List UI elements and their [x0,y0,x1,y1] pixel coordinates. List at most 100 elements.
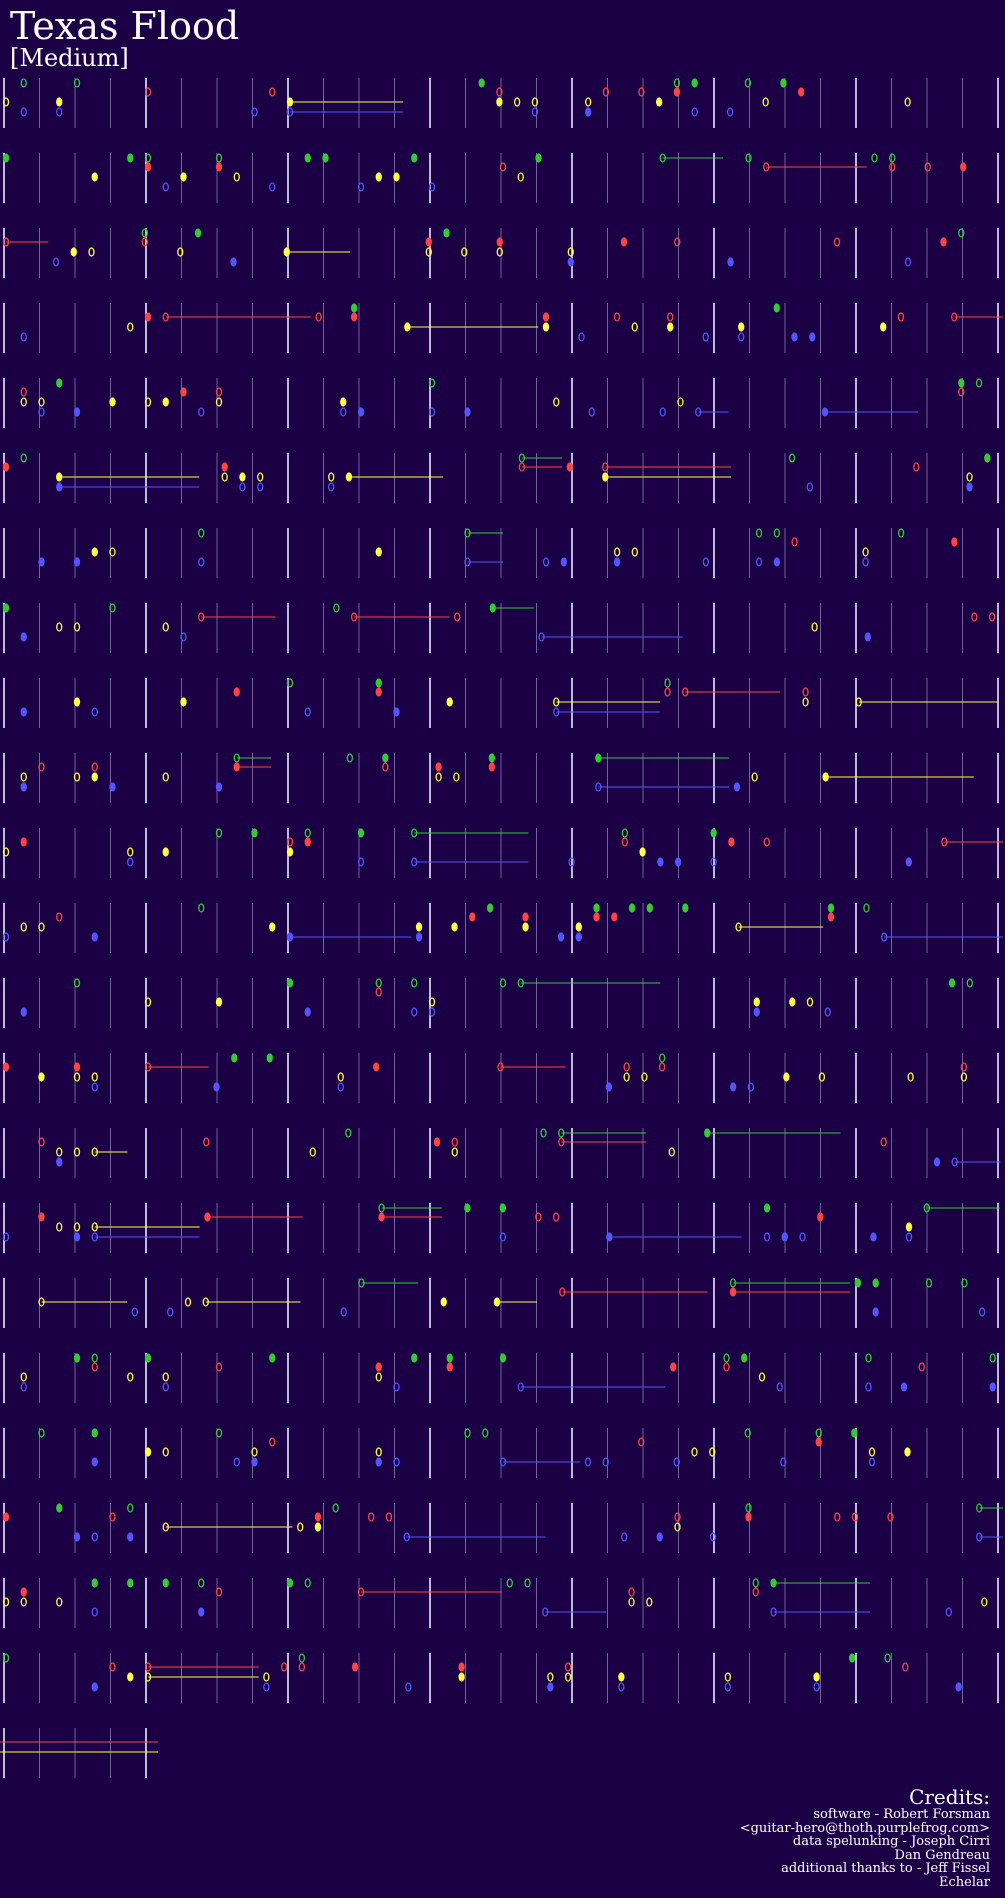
note [464,1203,471,1213]
note [593,912,600,922]
note [560,557,567,567]
note [763,1232,771,1242]
note [375,1362,382,1372]
note [375,1372,382,1382]
note [791,537,798,547]
note [251,107,258,117]
note [568,857,575,867]
note [251,1447,258,1457]
note [184,1297,192,1307]
note [304,837,311,847]
note [802,697,809,707]
note [958,378,965,388]
note [375,687,382,697]
note [411,1353,418,1363]
note [976,1503,983,1513]
note [350,303,358,313]
note [269,182,276,192]
note [741,1353,748,1363]
note [162,847,169,857]
note [2,603,10,613]
note [304,707,311,717]
note [375,978,382,988]
note [286,97,294,107]
note [461,247,468,257]
note [960,162,967,172]
note [763,162,770,172]
note [745,153,752,163]
note [567,257,574,267]
note [762,97,769,107]
note [905,1232,913,1242]
note [975,378,983,388]
note [791,332,798,342]
note [958,228,965,238]
note [815,1437,822,1447]
note [127,857,134,867]
note [415,932,423,942]
note [904,257,912,267]
note [131,1307,138,1317]
note [70,247,77,257]
note [522,922,529,932]
note [691,107,698,117]
note [464,528,471,538]
note [518,462,526,472]
note [631,547,638,557]
note [20,922,27,932]
note [91,772,98,782]
note [907,1072,914,1082]
note [566,462,573,472]
note [20,78,27,88]
note [127,1532,134,1542]
note [758,1372,766,1382]
note [346,753,354,763]
note [887,1512,894,1522]
note [951,312,958,322]
note [162,1382,169,1392]
note [763,837,771,847]
note [215,387,223,397]
note [948,978,956,988]
note [162,622,169,632]
note [623,1062,630,1072]
note [56,472,63,482]
note [73,1532,81,1542]
note [641,1072,648,1082]
note [20,837,27,847]
note [670,1362,677,1372]
note [611,912,618,922]
note [144,1672,152,1682]
note [215,1362,223,1372]
note [38,407,45,417]
note [971,612,978,622]
note [621,837,629,847]
note [368,1512,375,1522]
note [350,312,358,322]
note [215,162,223,172]
note [435,772,442,782]
note [20,772,27,782]
credit-line: Echelar [939,1874,990,1890]
note [682,903,689,913]
note [351,1662,359,1672]
note [127,1372,134,1382]
note [855,697,862,707]
note [56,97,63,107]
note [52,257,60,267]
note [411,857,418,867]
note [215,397,223,407]
note [951,537,958,547]
note [674,1512,681,1522]
note [751,772,758,782]
note [542,1607,549,1617]
note [451,922,458,932]
note [781,1232,788,1242]
note [91,1353,98,1363]
note [865,1353,872,1363]
note [691,1447,698,1457]
note [638,1437,645,1447]
note [233,762,240,772]
note [822,772,829,782]
note [966,978,973,988]
